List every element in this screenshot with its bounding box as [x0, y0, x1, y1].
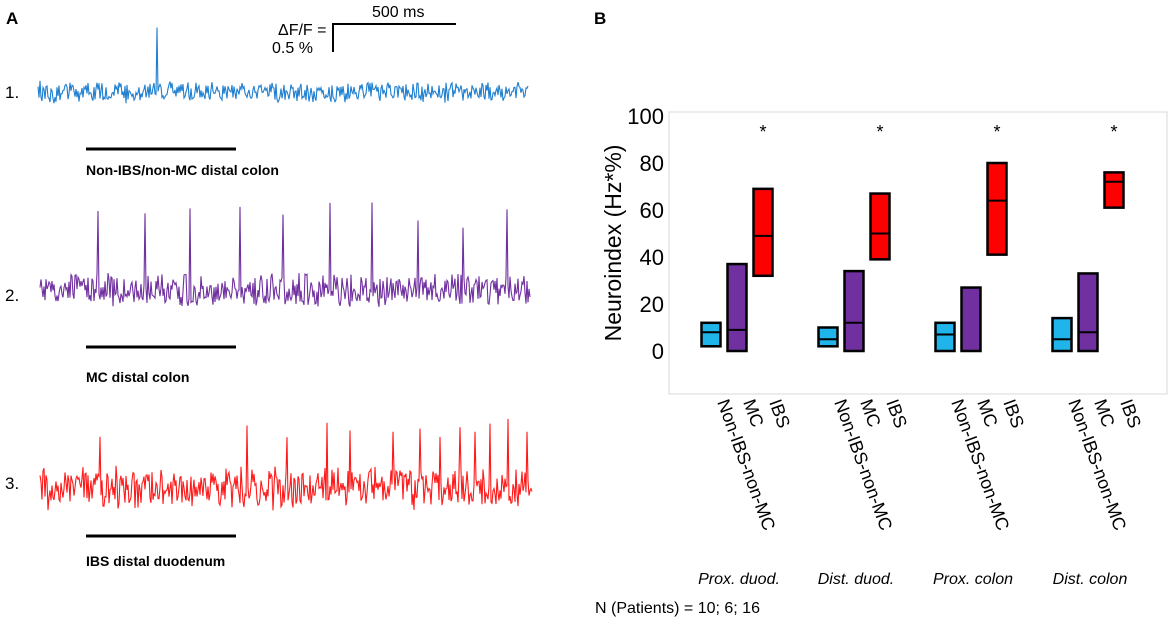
trace-1-caption: Non-IBS/non-MC distal colon [86, 162, 279, 178]
scale-df-value: 0.5 % [272, 40, 313, 57]
y-tick-label: 60 [640, 198, 664, 223]
box-non-ibs-non-mc-2 [817, 326, 839, 348]
y-tick-label: 40 [640, 245, 664, 270]
trace-2-index: 2. [5, 286, 19, 305]
box-ibs-3 [986, 161, 1008, 256]
box-mc-4 [1077, 272, 1099, 353]
significance-marker: * [993, 122, 1000, 142]
y-axis-label: Neuroindex (Hz*%) [600, 145, 626, 342]
category-label: MC [973, 397, 1001, 430]
box-ibs-4 [1103, 171, 1125, 209]
plot-area [668, 111, 1168, 395]
trace-3-caption: IBS distal duodenum [86, 553, 225, 569]
category-label: IBS [999, 397, 1028, 431]
box-non-ibs-non-mc-4 [1051, 316, 1073, 353]
box-ibs-2 [869, 192, 891, 261]
trace-2-signal [39, 202, 531, 307]
box-non-ibs-non-mc-3 [934, 321, 956, 353]
panel-a-label: A [6, 9, 18, 28]
category-label: IBS [1116, 397, 1145, 431]
significance-marker: * [1110, 122, 1117, 142]
panel-b-label: B [594, 9, 606, 28]
y-tick-label: 100 [627, 104, 664, 129]
scale-df-label: ΔF/F = [278, 22, 326, 39]
trace-3-signal [39, 418, 533, 511]
box-ibs-1 [752, 187, 774, 278]
box-mc-2 [843, 269, 865, 353]
significance-marker: * [759, 122, 766, 142]
trace-3-index: 3. [5, 474, 19, 493]
box-mc-1 [726, 262, 748, 353]
category-label: IBS [765, 397, 794, 431]
box-non-ibs-non-mc-1 [700, 321, 722, 348]
scale-bar [332, 23, 456, 52]
y-tick-label: 80 [640, 151, 664, 176]
y-tick-label: 0 [652, 339, 664, 364]
category-label: MC [1090, 397, 1118, 430]
group-label: Dist. duod. [818, 571, 894, 588]
trace-1-signal [37, 27, 529, 104]
scale-time-label: 500 ms [372, 4, 424, 21]
category-label: MC [739, 397, 767, 430]
group-label: Dist. colon [1053, 571, 1128, 588]
trace-1-index: 1. [5, 83, 19, 102]
group-label: Prox. colon [933, 571, 1013, 588]
significance-marker: * [876, 122, 883, 142]
patients-footnote: N (Patients) = 10; 6; 16 [595, 600, 760, 617]
group-label: Prox. duod. [698, 571, 780, 588]
y-tick-label: 20 [640, 292, 664, 317]
box-mc-3 [960, 286, 982, 353]
trace-2-caption: MC distal colon [86, 369, 189, 385]
category-label: MC [856, 397, 884, 430]
category-label: IBS [882, 397, 911, 431]
